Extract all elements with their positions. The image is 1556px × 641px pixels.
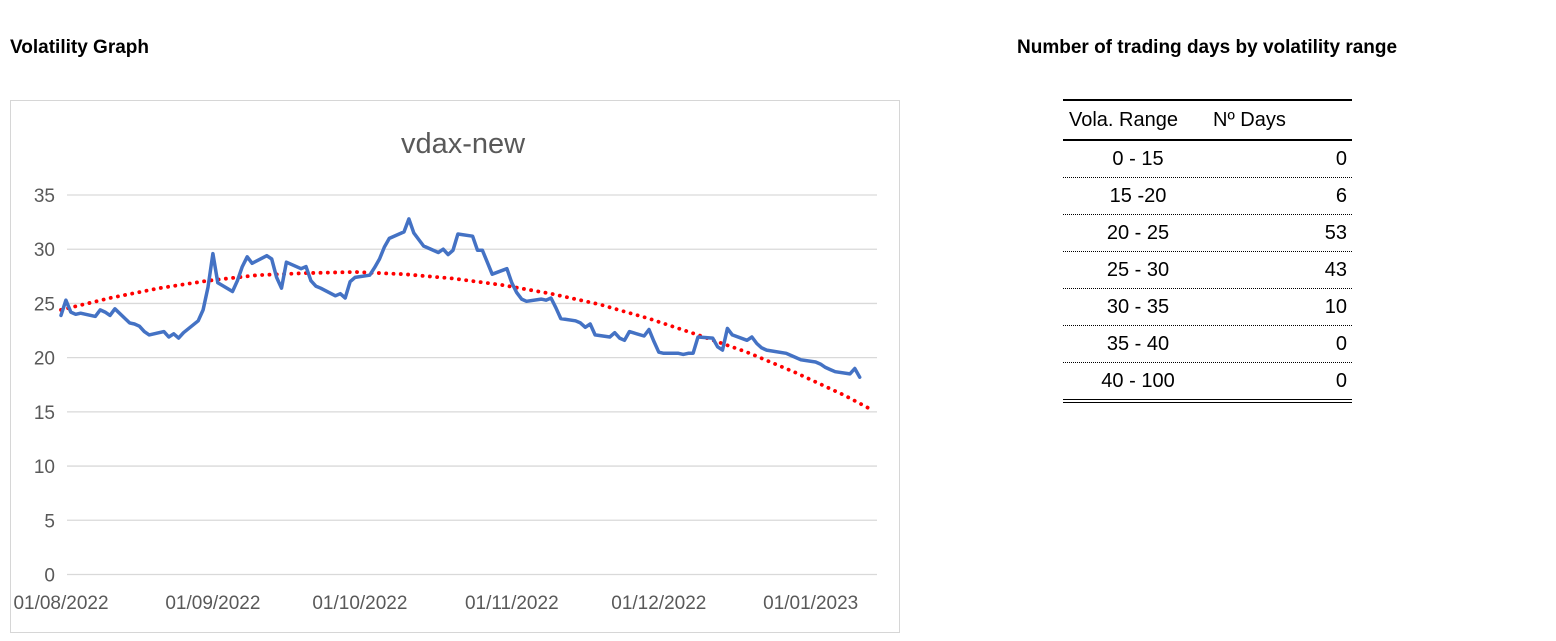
table-row: 30 - 35 10 [1063, 289, 1352, 326]
y-axis-tick-label: 35 [34, 186, 55, 207]
trendline-dotted-series [59, 270, 872, 411]
table-row: 15 -20 6 [1063, 178, 1352, 215]
y-axis-tick-label: 5 [44, 511, 55, 532]
column-header-vola-range: Vola. Range [1069, 108, 1178, 131]
vola-range-cell: 35 - 40 [1106, 332, 1170, 355]
vdax-line-chart: 35 30 25 20 15 10 5 0 01/08/2022 01/09/2022 01/10/… [13, 128, 877, 614]
volatility-graph-heading: Volatility Graph [10, 37, 150, 58]
x-axis-tick-label: 01/01/2023 [763, 593, 858, 614]
table-body: 0 - 15 0 15 -20 6 20 - 25 53 25 - 30 43 30 - 35 1… [1063, 141, 1352, 399]
y-axis-tick-label: 30 [34, 240, 55, 261]
y-axis-tick-label: 25 [34, 294, 55, 315]
volatility-range-table: Vola. Range Nº Days 0 - 15 0 15 -20 6 20 - 2… [1063, 99, 1352, 403]
vdax-new-series [59, 217, 862, 379]
table-row: 0 - 15 0 [1063, 141, 1352, 178]
y-axis-tick-label: 20 [34, 349, 55, 370]
table-row: 40 - 100 0 [1063, 363, 1352, 399]
table-row: 25 - 30 43 [1063, 252, 1352, 289]
column-header-no-days: Nº Days [1213, 108, 1286, 131]
x-axis-tick-label: 01/10/2022 [312, 593, 407, 614]
vola-range-cell: 15 -20 [1109, 184, 1167, 207]
x-axis-tick-label: 01/09/2022 [165, 593, 260, 614]
vola-range-cell: 0 - 15 [1112, 147, 1164, 170]
y-axis-tick-label: 10 [34, 457, 55, 478]
num-days-cell: 43 [1324, 258, 1347, 281]
x-axis-tick-label: 01/08/2022 [13, 593, 108, 614]
vola-range-cell: 20 - 25 [1106, 221, 1170, 244]
chart-title: vdax-new [401, 128, 526, 160]
x-axis-tick-label: 01/11/2022 [465, 593, 559, 614]
num-days-cell: 0 [1335, 332, 1347, 355]
num-days-cell: 10 [1324, 295, 1347, 318]
vola-range-cell: 30 - 35 [1106, 295, 1170, 318]
y-axis-tick-label: 15 [34, 403, 55, 424]
y-axis-tick-label: 0 [44, 566, 55, 587]
num-days-cell: 0 [1335, 147, 1347, 170]
x-axis-tick-label: 01/12/2022 [611, 593, 706, 614]
table-row: 35 - 40 0 [1063, 326, 1352, 363]
vola-range-cell: 25 - 30 [1106, 258, 1170, 281]
table-row: 20 - 25 53 [1063, 215, 1352, 252]
num-days-cell: 0 [1335, 369, 1347, 392]
trading-days-heading: Number of trading days by volatility ran… [1017, 37, 1398, 58]
vola-range-cell: 40 - 100 [1101, 369, 1175, 392]
num-days-cell: 6 [1335, 184, 1347, 207]
volatility-chart: 35 30 25 20 15 10 5 0 01/08/2022 01/09/2022 01/10/… [10, 100, 900, 633]
num-days-cell: 53 [1324, 221, 1347, 244]
table-header-row: Vola. Range Nº Days [1063, 101, 1352, 141]
